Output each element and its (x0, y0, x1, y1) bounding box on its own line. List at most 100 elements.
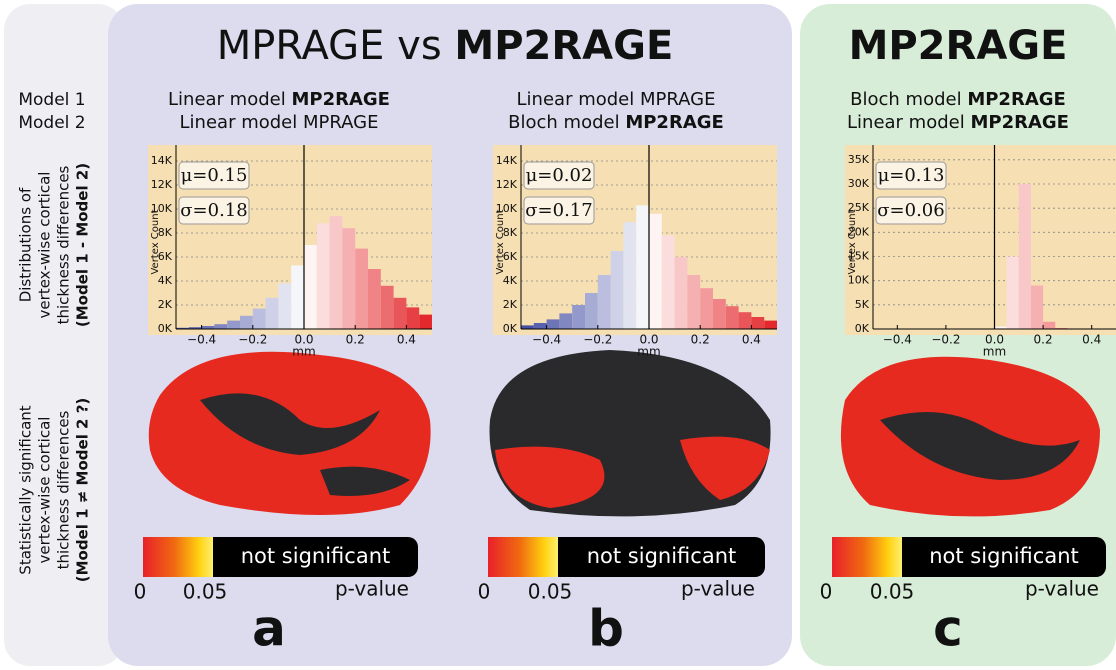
model-plain: Linear model (168, 89, 286, 110)
y-tick-label: 2K (158, 298, 173, 311)
histogram-bar (265, 297, 279, 329)
row-label: vertex-wise cortical (36, 172, 54, 319)
model-plain: Linear model MPRAGE (517, 89, 716, 110)
x-tick-label: 0.2 (346, 333, 365, 347)
model-bold: MP2RAGE (967, 89, 1066, 110)
model-bold: MP2RAGE (291, 89, 390, 110)
row-label-group: Distributions of vertex-wise cortical thic… (17, 163, 92, 327)
colorbar-text: not significant (587, 544, 737, 568)
y-tick-label: 0K (855, 322, 870, 335)
x-tick-label: −0.4 (532, 333, 561, 347)
y-tick-label: 35K (848, 153, 870, 166)
histogram-bar (521, 325, 534, 329)
y-tick-label: 0K (503, 322, 518, 335)
y-tick-label: 10K (496, 202, 518, 215)
histogram-bar (1006, 256, 1019, 329)
histogram-bar (188, 327, 202, 329)
histogram-bar (572, 305, 585, 329)
model-label: Linear model MP2RAGE (847, 112, 1069, 133)
colorbar-threshold: 0.05 (183, 580, 228, 604)
histogram-bar (649, 213, 662, 329)
annotation-box (523, 196, 595, 225)
row-label: thickness differences (55, 165, 73, 324)
y-tick-label: 25K (848, 201, 870, 214)
y-tick-label: 5K (855, 298, 870, 311)
x-tick-label: −0.4 (187, 333, 216, 347)
row-label: (Model 1 ≠ Model 2 ?) (74, 398, 92, 583)
row-label: thickness differences (55, 410, 73, 569)
y-tick-label: 8K (158, 226, 173, 239)
annotation: μ=0.02 (526, 165, 593, 186)
heading: MP2RAGE (849, 23, 1068, 69)
left-column (4, 4, 124, 666)
histogram-bar (559, 313, 573, 329)
heading: MPRAGE vs MP2RAGE (217, 23, 674, 69)
histogram-bar (546, 319, 560, 329)
histogram-bar (252, 308, 266, 329)
model-bold: MP2RAGE (970, 112, 1069, 133)
x-tick-label: 0.4 (1082, 333, 1101, 347)
histogram-bar (355, 248, 368, 329)
histogram-bar (278, 283, 292, 329)
histogram-bar (316, 223, 330, 329)
y-tick-label: 12K (496, 178, 518, 191)
histogram-bar (700, 288, 713, 329)
x-tick-label: 0.0 (294, 333, 313, 347)
y-tick-label: 14K (496, 154, 518, 167)
histogram-bar (1043, 321, 1056, 329)
brain (148, 350, 1100, 517)
panel-letter: c (933, 600, 963, 658)
histogram-bar (1018, 184, 1031, 329)
x-axis-label: mm (983, 345, 1006, 359)
histogram-bar (201, 326, 215, 329)
histogram-bar (661, 235, 675, 329)
y-tick-label: 10K (848, 274, 870, 287)
x-tick-label: 0.4 (742, 333, 761, 347)
annotation: σ=0.06 (877, 200, 944, 221)
annotation-box (875, 196, 947, 225)
row-label: Model 2 (18, 113, 85, 133)
histogram-bar (713, 299, 726, 329)
colorbar-text: not significant (241, 544, 391, 568)
x-tick-label: −0.2 (238, 333, 267, 347)
colorbar-threshold: 0.05 (528, 580, 573, 604)
annotation-box (875, 161, 947, 190)
annotation-box (178, 161, 250, 190)
histogram-bar (176, 327, 189, 329)
histogram-bar (393, 297, 407, 329)
colorbar-label: p-value (335, 577, 409, 601)
histogram-bar (329, 216, 343, 329)
model-plain: Bloch model (508, 112, 619, 133)
y-tick-label: 30K (848, 177, 870, 190)
histogram-bar (764, 320, 777, 329)
colorbar-gradient (832, 537, 902, 577)
histogram-bar (610, 251, 624, 329)
annotation: μ=0.13 (878, 165, 945, 186)
row-label-group: Statistically significant vertex-wise cor… (17, 398, 92, 583)
model-plain: Linear model MPRAGE (180, 112, 379, 133)
model-plain: Bloch model (850, 89, 961, 110)
model-label: Linear model MPRAGE (517, 89, 716, 110)
model-label: Bloch model MP2RAGE (850, 89, 1066, 110)
row-label: vertex-wise cortical (36, 417, 54, 564)
annotation: μ=0.15 (181, 165, 248, 186)
panel-letter: a (252, 600, 286, 658)
y-tick-label: 10K (151, 202, 173, 215)
colorbar-gradient (143, 537, 213, 577)
y-tick-label: 6K (158, 250, 173, 263)
y-tick-label: 14K (151, 154, 173, 167)
x-tick-label: −0.2 (583, 333, 612, 347)
histogram-bar (419, 314, 432, 329)
histogram-bar (597, 275, 611, 329)
heading-plain: MPRAGE vs (217, 23, 442, 69)
x-tick-label: 0.0 (985, 333, 1004, 347)
x-axis-label: mm (292, 345, 315, 359)
histogram-bar (725, 306, 739, 329)
histogram-bar (1030, 285, 1044, 329)
y-tick-label: 4K (158, 274, 173, 287)
histogram-bar (751, 317, 765, 329)
colorbar-label: p-value (1025, 577, 1099, 601)
colorbar-low: 0 (478, 580, 491, 604)
colorbar-threshold: 0.05 (870, 580, 915, 604)
